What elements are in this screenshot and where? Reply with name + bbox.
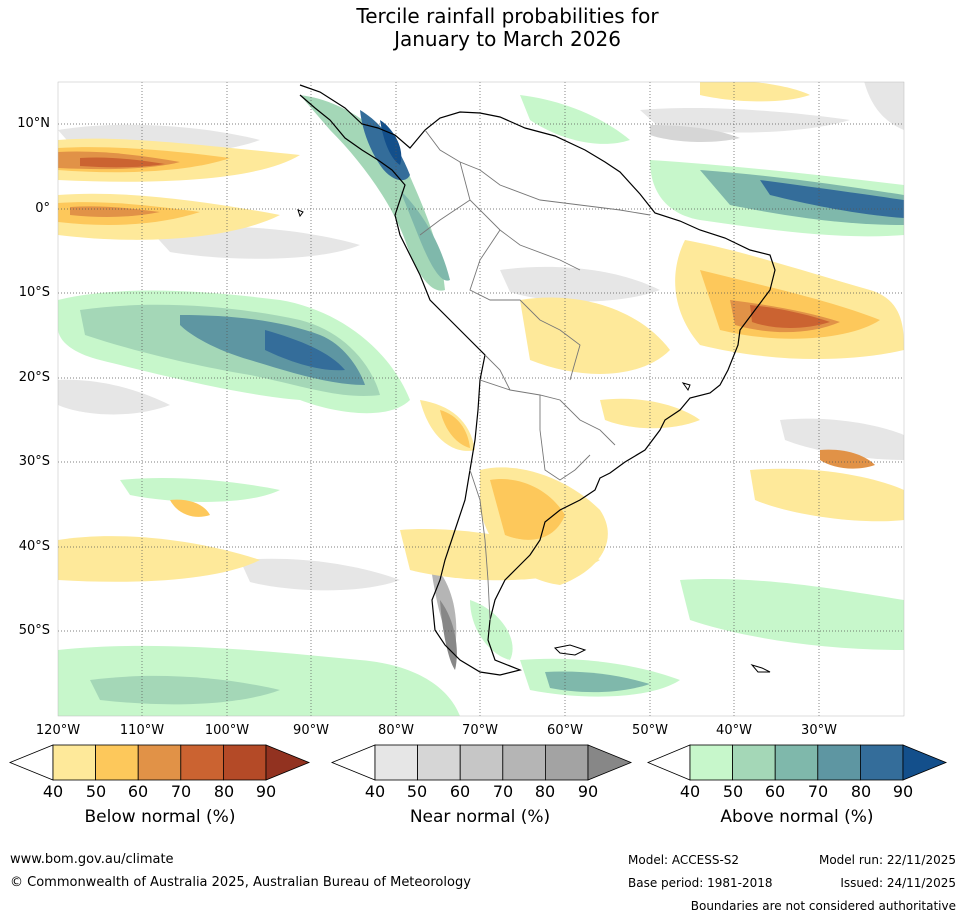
near-tick-label: 40	[364, 782, 386, 801]
near-tick-label: 90	[577, 782, 599, 801]
above-tick-label: 40	[679, 782, 701, 801]
lon-label-120w: 120°W	[35, 723, 81, 738]
below-tick-label: 80	[213, 782, 235, 801]
colorbar-swatch	[95, 744, 139, 781]
lon-label-70w: 70°W	[462, 723, 498, 738]
footer-url[interactable]: www.bom.gov.au/climate	[10, 852, 174, 867]
near-tick-label: 60	[449, 782, 471, 801]
lat-label-30s: 30°S	[18, 454, 50, 469]
lat-label-20s: 20°S	[18, 370, 50, 385]
lon-label-110w: 110°W	[119, 723, 165, 738]
colorbar-swatch	[545, 744, 589, 781]
lon-label-40w: 40°W	[716, 723, 752, 738]
colorbar-swatch	[459, 744, 504, 781]
lat-label-50s: 50°S	[18, 623, 50, 638]
lon-label-80w: 80°W	[378, 723, 414, 738]
colorbar-swatch	[180, 744, 224, 781]
islands	[297, 209, 771, 673]
footer-disclaimer: Boundaries are not considered authoritat…	[690, 899, 956, 913]
colorbar-extend-high	[587, 744, 633, 781]
above-normal-regions	[58, 95, 904, 716]
colorbar-swatch	[732, 744, 776, 781]
footer-base-period: Base period: 1981-2018	[628, 876, 773, 890]
lat-label-10n: 10°N	[17, 116, 50, 131]
above-normal-title: Above normal (%)	[720, 807, 874, 827]
colorbar-near-normal	[330, 744, 633, 781]
lat-label-40s: 40°S	[18, 539, 50, 554]
near-tick-label: 50	[406, 782, 428, 801]
above-tick-label: 70	[807, 782, 829, 801]
colorbar-extend-low	[330, 744, 376, 781]
colorbar-below-normal	[8, 744, 311, 781]
colorbar-extend-low	[8, 744, 54, 781]
coastline	[299, 84, 776, 676]
colorbar-swatch	[502, 744, 546, 781]
near-normal-title: Near normal (%)	[409, 807, 551, 827]
colorbar-swatch	[774, 744, 819, 781]
footer-issued: Issued: 24/11/2025	[840, 876, 956, 890]
lon-label-60w: 60°W	[547, 723, 583, 738]
colorbar-extend-high	[902, 744, 948, 781]
above-tick-label: 50	[722, 782, 744, 801]
colorbar-extend-high	[265, 744, 311, 781]
lon-label-30w: 30°W	[801, 723, 837, 738]
below-tick-label: 40	[42, 782, 64, 801]
footer-model: Model: ACCESS-S2	[628, 853, 740, 867]
near-tick-label: 70	[492, 782, 514, 801]
lon-label-100w: 100°W	[204, 723, 250, 738]
footer-copyright: © Commonwealth of Australia 2025, Austra…	[10, 875, 471, 890]
gridlines	[58, 82, 904, 716]
below-tick-label: 70	[170, 782, 192, 801]
colorbar-swatch	[689, 744, 733, 781]
above-tick-label: 80	[850, 782, 872, 801]
map-frame	[57, 81, 905, 717]
colorbar-swatch	[860, 744, 904, 781]
colorbar-swatch	[817, 744, 861, 781]
colorbar-swatch	[52, 744, 96, 781]
below-tick-label: 90	[255, 782, 277, 801]
below-normal-title: Below normal (%)	[84, 807, 236, 827]
above-tick-label: 90	[892, 782, 914, 801]
colorbar-swatch	[137, 744, 182, 781]
lon-label-50w: 50°W	[632, 723, 668, 738]
below-normal-regions	[58, 82, 904, 585]
title-line-1: Tercile rainfall probabilities for	[356, 4, 659, 28]
colorbar-swatch	[417, 744, 461, 781]
colorbar-swatch	[374, 744, 418, 781]
near-tick-label: 80	[534, 782, 556, 801]
above-tick-label: 60	[764, 782, 786, 801]
colorbar-above-normal	[646, 744, 948, 781]
colorbar-swatch	[222, 744, 267, 781]
lat-label-10s: 10°S	[18, 285, 50, 300]
colorbar-extend-low	[646, 744, 691, 781]
lat-label-0: 0°	[35, 201, 50, 216]
lon-label-90w: 90°W	[293, 723, 329, 738]
below-tick-label: 60	[127, 782, 149, 801]
footer-model-run: Model run: 22/11/2025	[818, 853, 956, 867]
title-line-2: January to March 2026	[394, 27, 621, 51]
country-borders	[419, 129, 651, 621]
below-tick-label: 50	[85, 782, 107, 801]
